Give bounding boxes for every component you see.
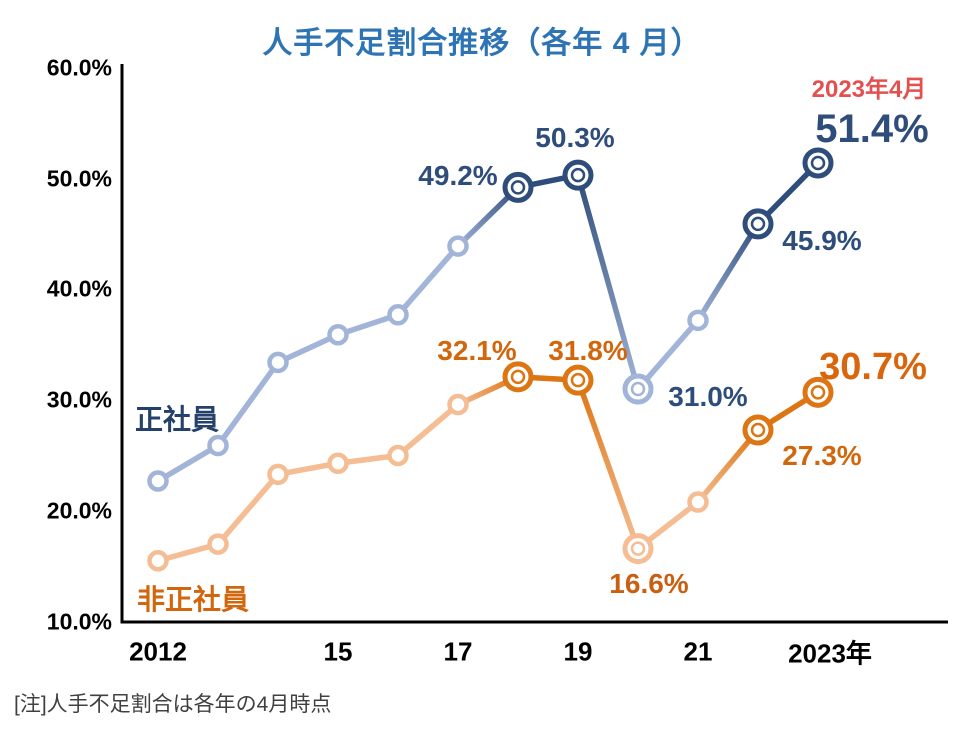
label-regular-2018: 49.2% [418, 160, 498, 191]
line-segment-正社員-2021 [695, 221, 761, 324]
x-tick-label: 19 [563, 636, 593, 667]
line-segment-正社員-2012 [155, 442, 221, 484]
marker-非正社員-2021 [687, 491, 709, 513]
marker-非正社員-2014 [267, 463, 289, 486]
marker-非正社員-2013 [207, 533, 229, 555]
marker-正社員-2015 [327, 323, 349, 346]
x-tick-label: 21 [683, 636, 713, 667]
x-tick-label: 17 [443, 636, 473, 667]
marker-正社員-2020 [622, 373, 654, 405]
marker-正社員-2012 [147, 470, 169, 492]
label-nonregular-2022: 27.3% [782, 440, 862, 471]
x-tick-label: 15 [323, 636, 353, 667]
label-regular-2023: 51.4% [815, 107, 929, 151]
series-label-nonregular: 非正社員 [136, 584, 250, 615]
x-tick-label: 2012 [129, 636, 187, 667]
footnote: [注]人手不足割合は各年の4月時点 [14, 693, 332, 716]
y-tick-label: 10.0% [46, 608, 112, 635]
line-segment-正社員-2016 [395, 243, 461, 318]
marker-非正社員-2018 [502, 361, 534, 393]
marker-非正社員-2022 [742, 414, 774, 446]
line-segment-非正社員-2013 [215, 471, 281, 547]
line-segment-非正社員-2019 [575, 377, 641, 552]
marker-非正社員-2015 [327, 452, 349, 475]
label-nonregular-2020: 16.6% [609, 568, 689, 599]
marker-正社員-2018 [502, 171, 534, 203]
label-regular-2019: 50.3% [535, 122, 615, 153]
marker-正社員-2021 [687, 309, 709, 332]
annotation-2023-april: 2023年4月 [811, 76, 927, 103]
marker-非正社員-2016 [387, 444, 409, 467]
line-segment-正社員-2014 [275, 331, 341, 366]
label-nonregular-2019: 31.8% [548, 335, 628, 366]
marker-非正社員-2023 [802, 376, 834, 408]
marker-非正社員-2019 [562, 364, 594, 396]
y-tick-label: 60.0% [46, 54, 112, 81]
label-regular-2020: 31.0% [668, 381, 748, 412]
y-tick-label: 30.0% [46, 386, 112, 413]
x-tick-label: 2023年 [788, 638, 872, 669]
line-segment-正社員-2019 [575, 172, 641, 392]
marker-非正社員-2020 [622, 533, 654, 565]
marker-正社員-2013 [207, 434, 229, 457]
marker-正社員-2017 [447, 235, 469, 257]
line-segment-正社員-2013 [215, 359, 281, 449]
label-nonregular-2018: 32.1% [437, 335, 517, 366]
marker-正社員-2023 [802, 147, 834, 179]
y-tick-label: 40.0% [46, 275, 112, 302]
line-segment-非正社員-2021 [695, 427, 761, 505]
line-segment-非正社員-2016 [395, 401, 461, 459]
marker-非正社員-2012 [147, 550, 169, 572]
y-tick-label: 50.0% [46, 165, 112, 191]
label-regular-2022: 45.9% [782, 225, 862, 256]
y-tick-label: 20.0% [46, 497, 112, 524]
label-nonregular-2023: 30.7% [819, 346, 927, 388]
marker-正社員-2019 [562, 159, 594, 191]
marker-正社員-2016 [387, 304, 409, 326]
marker-非正社員-2017 [447, 393, 469, 416]
marker-正社員-2022 [742, 208, 774, 240]
marker-正社員-2014 [267, 351, 289, 374]
chart-title: 人手不足割合推移（各年 4 月） [262, 27, 702, 60]
series-label-regular: 正社員 [134, 404, 220, 435]
